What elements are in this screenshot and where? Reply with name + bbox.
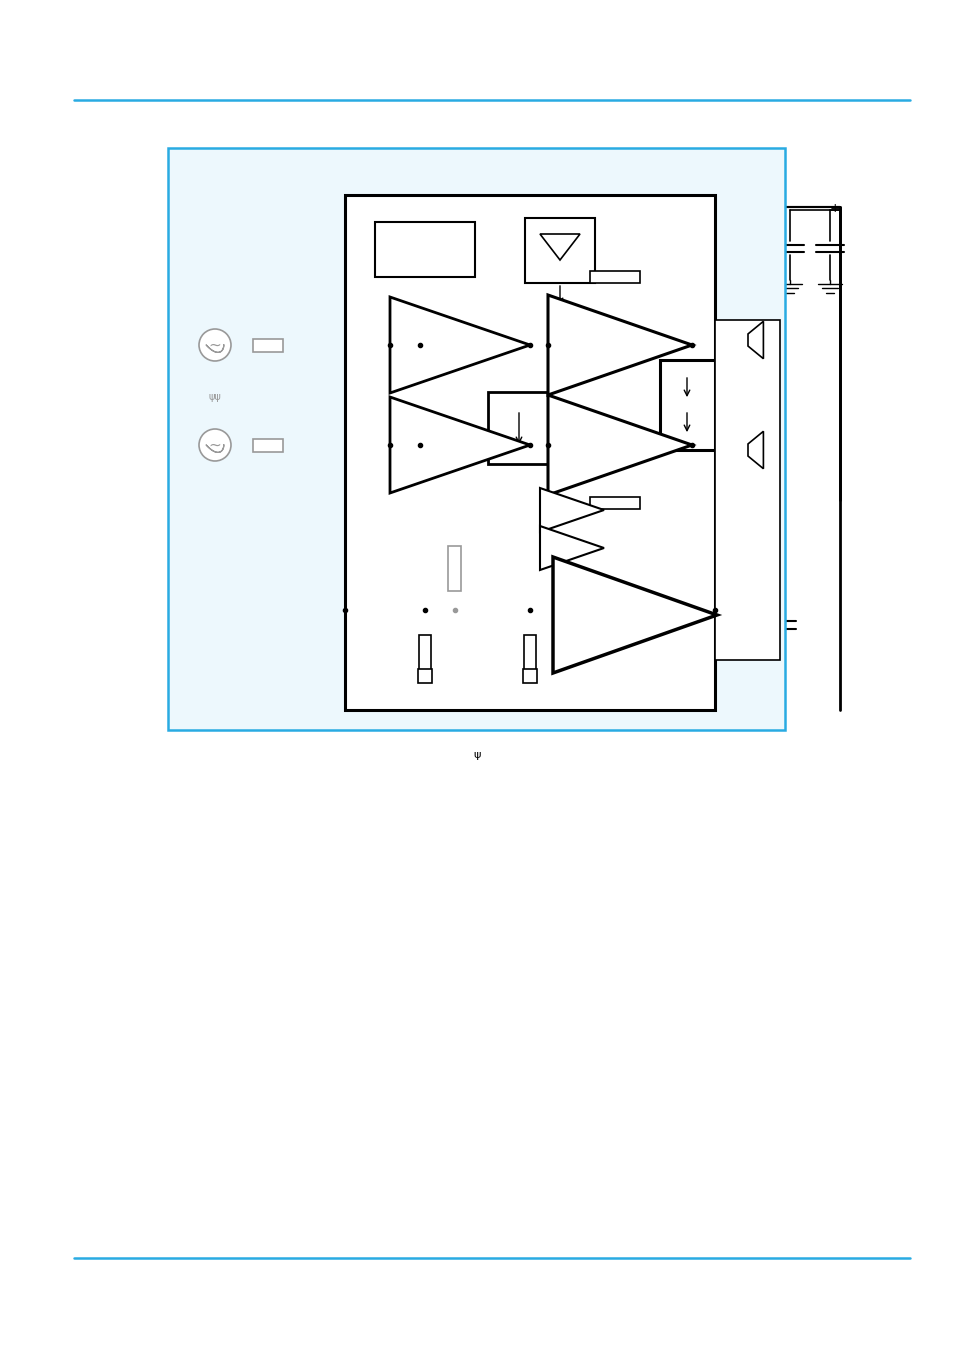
Polygon shape [547,295,691,394]
Bar [659,359,714,450]
Bar [524,218,595,282]
Polygon shape [539,234,579,259]
Bar [418,635,431,670]
Bar [589,497,639,509]
Bar [253,339,283,351]
Bar [522,669,537,684]
Bar [488,392,550,463]
Polygon shape [553,557,717,673]
Bar [375,222,475,277]
Bar [168,149,784,730]
Text: ψ: ψ [473,750,480,761]
Bar [253,439,283,451]
Bar [523,635,536,670]
Bar [345,195,714,711]
Text: ψψ: ψψ [209,392,221,403]
Text: +: + [829,201,840,215]
Bar [448,546,461,590]
Polygon shape [390,297,530,393]
Text: ~: ~ [209,338,221,353]
Polygon shape [390,397,530,493]
Polygon shape [547,394,691,494]
Bar [740,444,747,457]
Bar [417,669,432,684]
Polygon shape [539,488,603,532]
Polygon shape [539,526,603,570]
Polygon shape [747,322,762,359]
Text: ~: ~ [209,438,221,453]
Circle shape [199,430,231,461]
Bar [714,320,780,661]
Circle shape [199,330,231,361]
Polygon shape [747,431,762,469]
Bar [740,334,747,346]
Bar [589,272,639,282]
